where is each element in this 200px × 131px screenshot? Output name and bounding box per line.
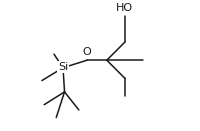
Text: HO: HO	[116, 3, 133, 13]
Text: O: O	[83, 47, 92, 57]
Text: Si: Si	[58, 62, 68, 72]
